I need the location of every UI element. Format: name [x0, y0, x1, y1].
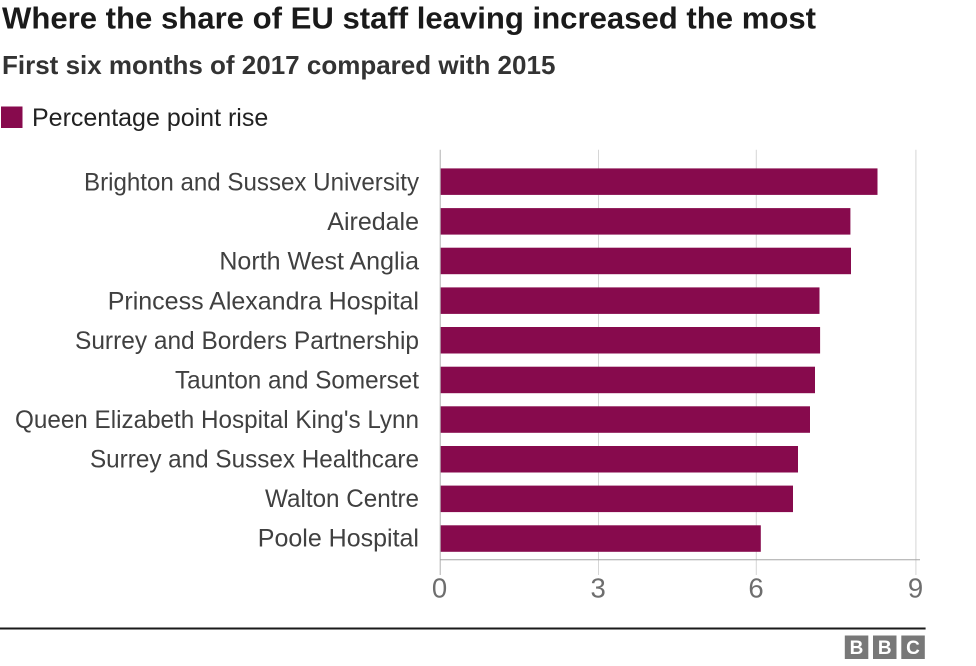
svg-text:0: 0 [432, 573, 447, 604]
svg-text:North West Anglia: North West Anglia [219, 248, 419, 276]
svg-text:Percentage point rise: Percentage point rise [32, 104, 268, 132]
svg-text:9: 9 [908, 573, 923, 604]
svg-text:6: 6 [748, 573, 763, 604]
svg-text:3: 3 [591, 573, 606, 604]
svg-text:Princess Alexandra Hospital: Princess Alexandra Hospital [108, 287, 419, 315]
svg-text:Surrey and Sussex Healthcare: Surrey and Sussex Healthcare [90, 446, 419, 474]
svg-text:Walton Centre: Walton Centre [265, 485, 419, 513]
svg-text:Where the share of EU staff le: Where the share of EU staff leaving incr… [2, 1, 816, 36]
svg-text:B: B [850, 638, 864, 659]
svg-text:B: B [878, 638, 892, 659]
svg-text:First six months of 2017 compa: First six months of 2017 compared with 2… [2, 50, 555, 80]
svg-text:C: C [906, 638, 920, 659]
svg-text:Airedale: Airedale [327, 208, 419, 236]
svg-text:Taunton and Somerset: Taunton and Somerset [175, 366, 419, 394]
svg-text:Brighton and Sussex University: Brighton and Sussex University [84, 169, 419, 197]
svg-text:Queen Elizabeth Hospital King': Queen Elizabeth Hospital King's Lynn [15, 406, 419, 434]
svg-text:Poole Hospital: Poole Hospital [258, 525, 419, 553]
svg-text:Surrey and Borders Partnership: Surrey and Borders Partnership [75, 327, 419, 355]
